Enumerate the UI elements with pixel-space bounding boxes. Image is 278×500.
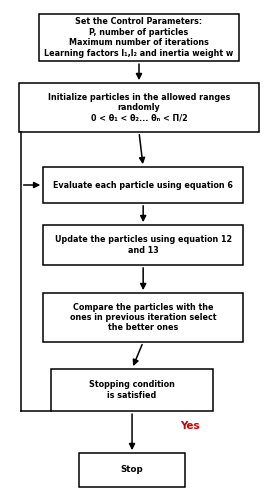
FancyBboxPatch shape [43, 225, 243, 265]
Text: Update the particles using equation 12
and 13: Update the particles using equation 12 a… [54, 236, 232, 255]
Text: Stop: Stop [121, 466, 143, 474]
Text: Evaluate each particle using equation 6: Evaluate each particle using equation 6 [53, 180, 233, 190]
FancyBboxPatch shape [19, 83, 259, 132]
Text: Stopping condition
is satisfied: Stopping condition is satisfied [89, 380, 175, 400]
Text: Initialize particles in the allowed ranges
randomly
0 < θ₁ < θ₂... θₙ < Π/2: Initialize particles in the allowed rang… [48, 92, 230, 122]
FancyBboxPatch shape [43, 167, 243, 203]
FancyBboxPatch shape [79, 453, 185, 487]
Text: Yes: Yes [181, 421, 200, 431]
FancyBboxPatch shape [39, 14, 239, 61]
FancyBboxPatch shape [43, 293, 243, 342]
Text: Compare the particles with the
ones in previous iteration select
the better ones: Compare the particles with the ones in p… [70, 302, 216, 332]
FancyBboxPatch shape [51, 369, 213, 411]
Text: Set the Control Parameters:
P, number of particles
Maximum number of iterations
: Set the Control Parameters: P, number of… [44, 18, 234, 58]
